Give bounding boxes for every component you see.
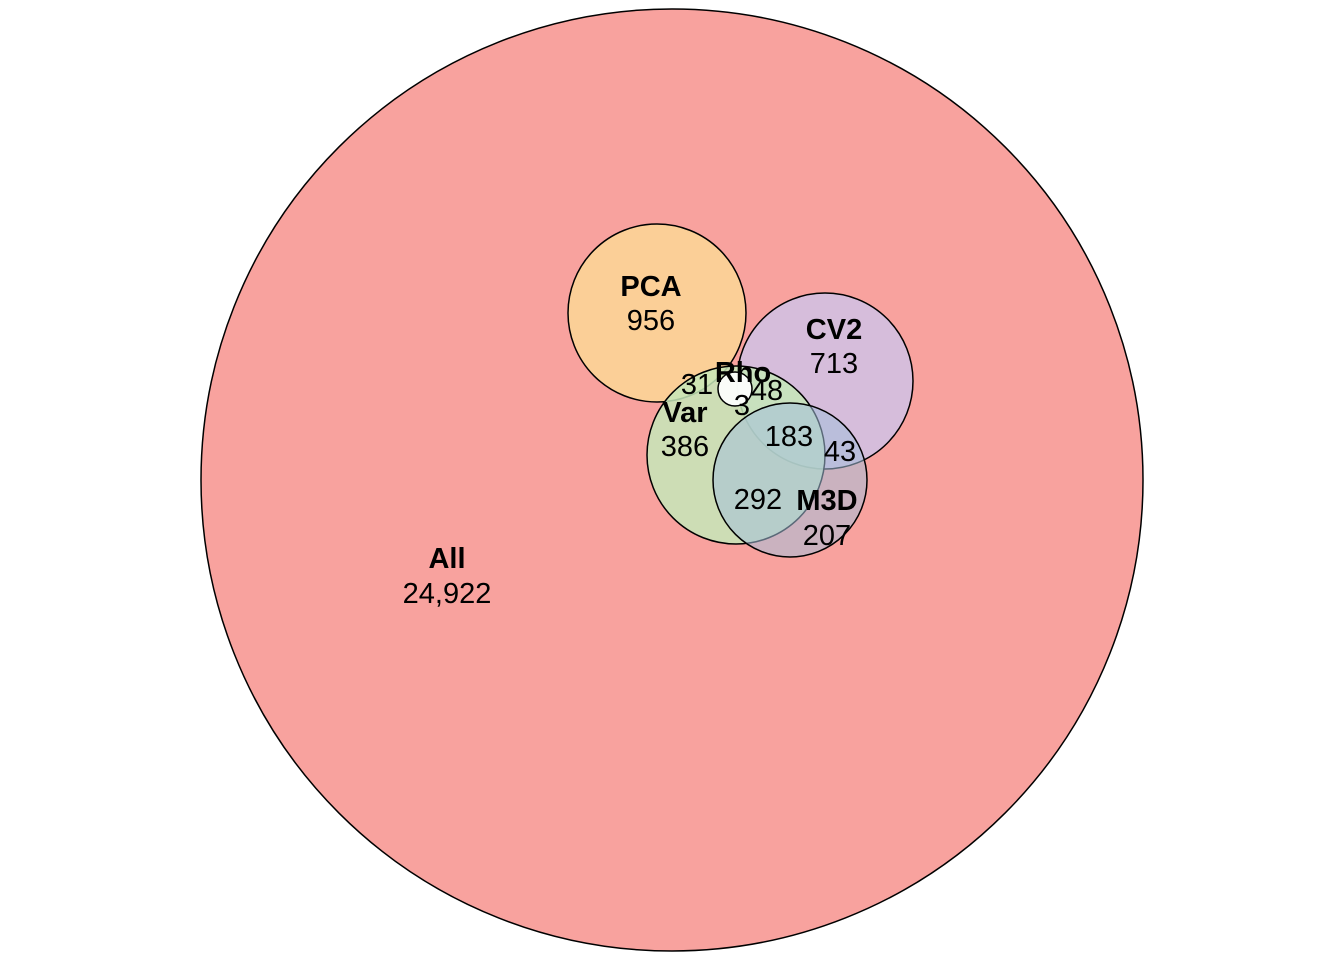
- pca-set-name: PCA: [620, 271, 681, 303]
- var-set-name: Var: [662, 397, 707, 429]
- cv2-set-count: 713: [810, 348, 858, 380]
- var-m3d-count: 292: [734, 484, 782, 516]
- all-set-count: 24,922: [403, 578, 492, 610]
- pca-set-circle: [567, 223, 747, 403]
- pca-var-count: 31: [681, 369, 713, 401]
- cv2-set-name: CV2: [806, 314, 862, 346]
- m3d-set-circle: [712, 402, 868, 558]
- cv2-var-rho-count: 48: [751, 375, 783, 407]
- var-set-count: 386: [661, 431, 709, 463]
- cv2-var-m3d-count: 183: [765, 421, 813, 453]
- m3d-set-name: M3D: [796, 485, 857, 517]
- rho-set-name: Rho: [715, 357, 771, 389]
- rho-var-count: 3: [734, 390, 750, 422]
- rho-set-circle: [717, 371, 753, 407]
- cv2-m3d-count: 43: [824, 436, 856, 468]
- m3d-set-count: 207: [803, 520, 851, 552]
- all-set-name: All: [428, 543, 465, 575]
- pca-set-count: 956: [627, 305, 675, 337]
